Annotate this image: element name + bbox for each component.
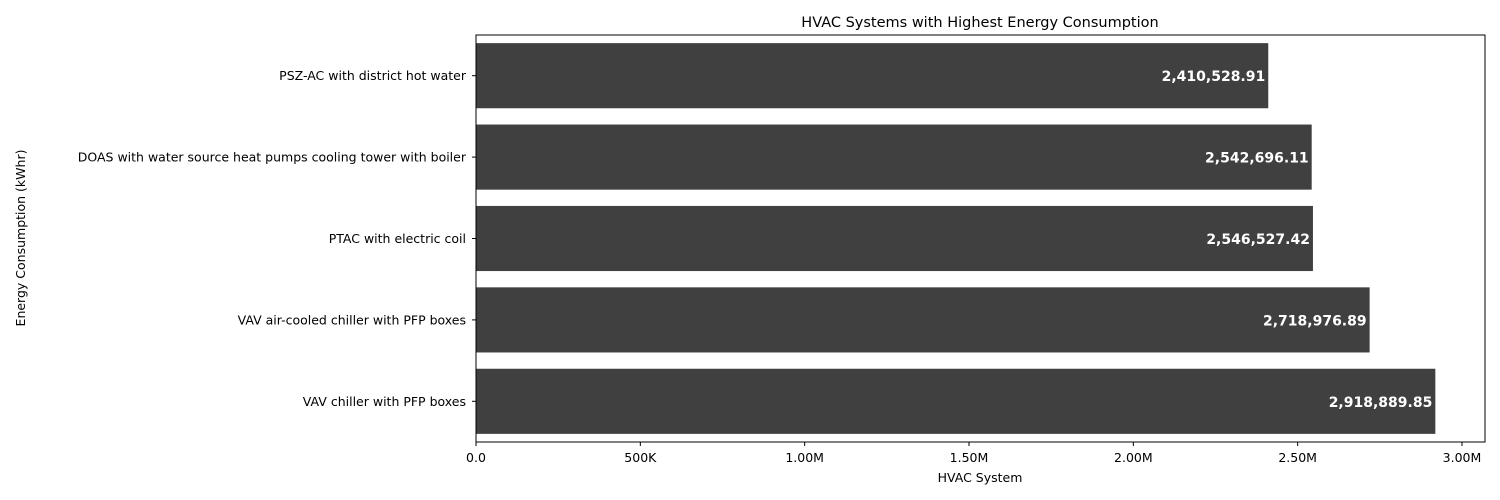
bar — [476, 287, 1370, 353]
x-tick-label: 500K — [624, 450, 657, 465]
plot-frame — [475, 34, 1486, 443]
value-label: 2,918,889.85 — [1329, 395, 1433, 411]
x-tick-label: 1.50M — [950, 450, 989, 465]
x-tick-label: 1.00M — [785, 450, 824, 465]
x-tick-label: 2.00M — [1114, 450, 1153, 465]
value-label: 2,410,528.91 — [1162, 69, 1266, 85]
category-label: PSZ-AC with district hot water — [279, 68, 467, 83]
y-axis-label: Energy Consumption (kWhr) — [13, 150, 28, 327]
bar — [476, 124, 1312, 190]
plot-area: PSZ-AC with district hot water 2,410,528.… — [78, 34, 1486, 465]
category-label: PTAC with electric coil — [329, 231, 466, 246]
x-tick-label: 3.00M — [1443, 450, 1482, 465]
x-axis-label: HVAC System — [938, 470, 1023, 485]
bar — [476, 43, 1269, 109]
bar — [476, 205, 1313, 272]
chart-title: HVAC Systems with Highest Energy Consump… — [801, 15, 1158, 31]
category-label: VAV air-cooled chiller with PFP boxes — [238, 312, 466, 327]
bar — [476, 368, 1436, 434]
category-label: DOAS with water source heat pumps coolin… — [78, 150, 467, 165]
value-label: 2,542,696.11 — [1205, 151, 1309, 167]
value-label: 2,718,976.89 — [1263, 313, 1367, 329]
x-tick-label: 0.0 — [466, 450, 486, 465]
value-label: 2,546,527.42 — [1206, 232, 1310, 248]
x-tick-label: 2.50M — [1278, 450, 1317, 465]
category-label: VAV chiller with PFP boxes — [303, 394, 466, 409]
